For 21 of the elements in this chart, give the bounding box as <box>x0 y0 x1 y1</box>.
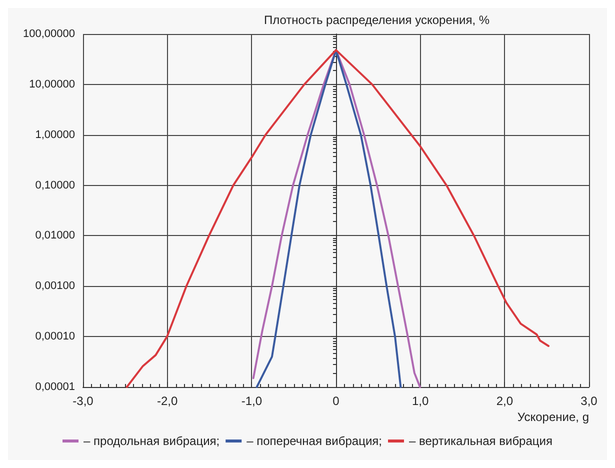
x-tick-label: -2,0 <box>156 394 178 408</box>
x-tick-label: -1,0 <box>241 394 262 408</box>
x-tick-label: 2,0 <box>496 394 514 408</box>
legend-label: – поперечная вибрация; <box>246 434 382 448</box>
legend-label: – вертикальная вибрация <box>409 434 552 448</box>
y-tick-label: 0,00100 <box>35 280 75 292</box>
x-tick-label: 1,0 <box>412 394 429 408</box>
y-axis-title: Плотность распределения ускорения, % <box>264 13 490 27</box>
x-tick-label: 3,0 <box>580 394 598 408</box>
x-axis-title: Ускорение, g <box>517 410 589 424</box>
y-tick-label: 0,10000 <box>35 179 75 192</box>
x-tick-label: 0 <box>332 394 340 408</box>
y-tick-label: 0,01000 <box>35 230 75 242</box>
line-series <box>126 49 550 388</box>
y-tick-label: 1,00000 <box>35 128 75 141</box>
x-tick-label: -3,0 <box>72 394 94 408</box>
y-tick-label: 0,00010 <box>35 330 75 343</box>
y-tick-label: 100,00000 <box>23 28 75 40</box>
y-tick-label: 10,00000 <box>29 78 75 90</box>
y-tick-label: 0,00001 <box>35 381 75 393</box>
legend-label: – продольная вибрация; <box>84 434 220 448</box>
